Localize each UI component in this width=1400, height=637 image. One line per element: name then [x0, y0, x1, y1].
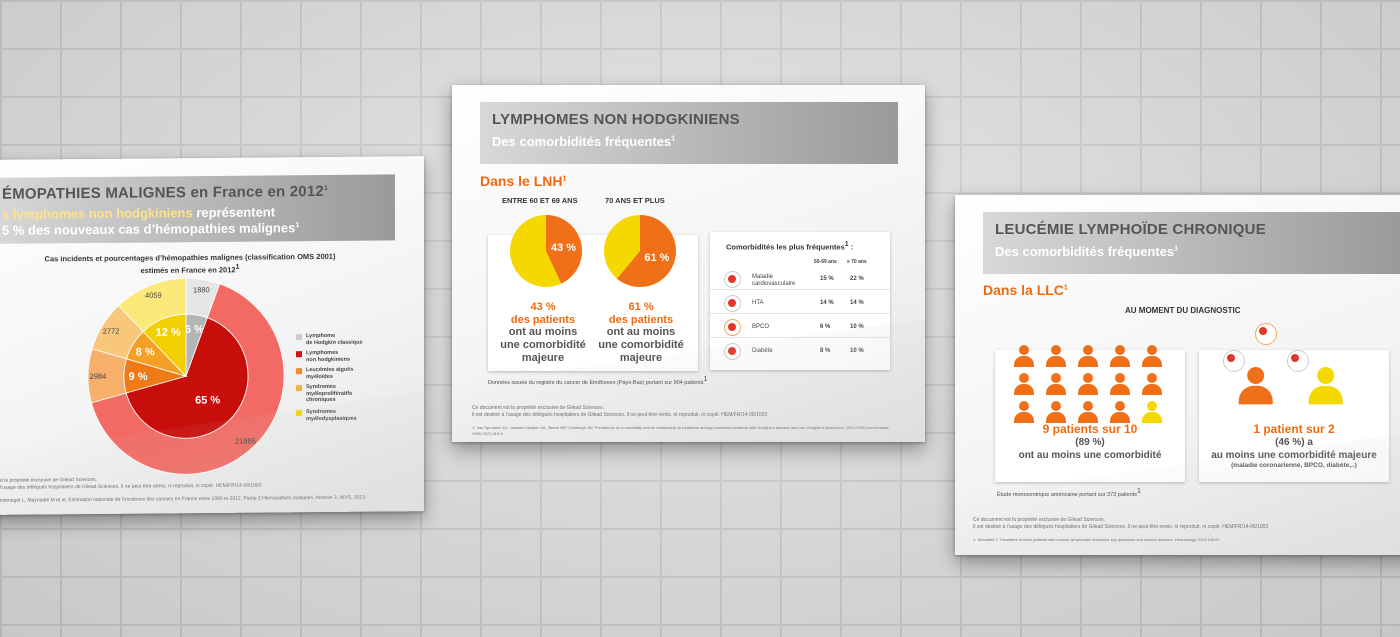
legend-swatch-smp — [296, 385, 302, 392]
person-icon — [1307, 367, 1344, 405]
legend-swatch-lam — [296, 368, 302, 375]
stat-60-69: 43 % des patients ont au moins une comor… — [500, 301, 586, 364]
person-icon — [1237, 367, 1274, 405]
moment-label: AU MOMENT DU DIAGNOSTIC — [1125, 306, 1241, 315]
person-icon — [1141, 373, 1163, 395]
poster1-title-band: ÉMOPATHIES MALIGNES en France en 20121 s… — [0, 174, 395, 244]
pie-pct-label: 43 % — [551, 242, 576, 254]
poster1-title: ÉMOPATHIES MALIGNES en France en 20121 — [2, 182, 329, 203]
donut-slice-smd — [142, 313, 187, 378]
pie-comorbidity-slice — [617, 215, 676, 287]
donut-count-label: 21885 — [235, 436, 256, 445]
donut-pct-label: 12 % — [156, 327, 181, 339]
lungs-icon — [724, 319, 741, 336]
table-row: HTA 14 % 14 % — [710, 292, 890, 314]
table-row: Diabète 8 % 10 % — [710, 340, 890, 362]
poster3-section-title: Dans la LLC1 — [983, 282, 1068, 298]
poster2-section-title: Dans le LNH1 — [480, 173, 567, 189]
donut-pct-label: 9 % — [129, 371, 148, 383]
col-header-60-69: 60-69 ans — [814, 259, 837, 265]
legend-swatch-hodgkin — [296, 334, 302, 341]
donut-pct-label: 65 % — [195, 394, 220, 406]
comorbidities-table: Comorbidités les plus fréquentes1 : 60-6… — [710, 232, 890, 370]
pie-comorbidity-slice — [546, 215, 582, 284]
group1-label: ENTRE 60 ET 69 ANS — [502, 196, 578, 205]
poster2-title: LYMPHOMES NON HODGKINIENS — [492, 111, 740, 128]
table-row: BPCO 6 % 10 % — [710, 316, 890, 338]
poster2-subtitle: Des comorbidités fréquentes1 — [492, 134, 676, 149]
poster1-subtitle: s lymphomes non hodgkiniens représentent… — [2, 204, 300, 238]
table-title: Comorbidités les plus fréquentes1 : — [726, 241, 854, 252]
poster3-title: LEUCÉMIE LYMPHOÏDE CHRONIQUE — [995, 221, 1266, 238]
donut-slice-lnh — [125, 317, 249, 439]
heart-icon — [724, 271, 741, 288]
syringe-icon — [1287, 350, 1309, 372]
legend-item-hodgkin: Lymphome de Hodgkin classique — [296, 333, 363, 347]
donut-count-label: 2984 — [90, 372, 107, 381]
person-icon — [1109, 401, 1131, 423]
person-icon — [1077, 345, 1099, 367]
pie-pct-label: 61 % — [644, 252, 669, 264]
person-icon — [1077, 373, 1099, 395]
legend-item-smp: Syndromes myéloprolifératifs chroniques — [296, 384, 352, 404]
syringe-icon — [724, 343, 741, 360]
person-icon — [1077, 401, 1099, 423]
table-row: Maladie cardiovasculaire 15 % 22 % — [710, 268, 890, 290]
person-icon — [1045, 345, 1067, 367]
person-icon — [1141, 401, 1163, 423]
person-icon — [1013, 373, 1035, 395]
legend-swatch-lnh — [296, 351, 302, 358]
poster2-title-band: LYMPHOMES NON HODGKINIENS Des comorbidit… — [480, 102, 898, 164]
pie-70-plus: 61 % — [604, 215, 676, 287]
stat-nine-of-ten: 9 patients sur 10 (89 %) ont au moins un… — [1018, 422, 1162, 461]
group2-label: 70 ANS ET PLUS — [605, 196, 665, 205]
card-one-of-two — [1199, 350, 1389, 482]
poster1-footer: à la propriété exclusive de Gilead Scien… — [0, 476, 367, 504]
poster-lnh: LYMPHOMES NON HODGKINIENS Des comorbidit… — [452, 85, 925, 442]
donut-count-label: 4059 — [145, 291, 162, 300]
person-icon — [1013, 401, 1035, 423]
poster2-source-note: Données issues du registre du cancer de … — [488, 376, 708, 386]
donut-count-label: 1880 — [193, 285, 210, 294]
poster3-source-note: Étude monocentrique américaine portant s… — [997, 488, 1141, 498]
heart-icon — [1223, 350, 1245, 372]
poster-llc: LEUCÉMIE LYMPHOÏDE CHRONIQUE Des comorbi… — [955, 195, 1400, 555]
poster3-footer: Ce document est la propriété exclusive d… — [973, 517, 1269, 542]
legend-item-lnh: Lymphomes non hodgkiniens — [296, 350, 350, 364]
legend-item-lam: Leucémies aiguës myéloïdes — [296, 367, 353, 381]
poster-hemopathies: ÉMOPATHIES MALIGNES en France en 20121 s… — [0, 156, 424, 515]
lungs-icon — [1255, 323, 1277, 345]
col-header-70-plus: ≥ 70 ans — [847, 259, 867, 265]
donut-chart: 6 % 1880 65 % 21885 9 % 2984 8 % 2772 12 % 4059 — [87, 277, 285, 475]
poster2-footer: Ce document est la propriété exclusive d… — [472, 405, 890, 436]
person-icon — [1141, 345, 1163, 367]
donut-pct-label: 6 % — [185, 324, 204, 336]
person-icon — [1013, 345, 1035, 367]
poster3-title-band: LEUCÉMIE LYMPHOÏDE CHRONIQUE Des comorbi… — [983, 212, 1400, 274]
person-icon — [1109, 373, 1131, 395]
poster3-subtitle: Des comorbidités fréquentes1 — [995, 244, 1179, 259]
donut-count-label: 2772 — [103, 327, 120, 336]
person-icon — [1045, 373, 1067, 395]
person-icon — [1045, 401, 1067, 423]
legend-item-smd: Syndromes myélodysplasiques — [296, 409, 357, 423]
poster1-chart-title: Cas incidents et pourcentages d’hémopath… — [44, 251, 336, 275]
person-icon — [1109, 345, 1131, 367]
pie-60-69: 43 % — [510, 215, 582, 287]
donut-pct-label: 8 % — [136, 346, 155, 358]
heart-pressure-icon — [724, 295, 741, 312]
stat-70-plus: 61 % des patients ont au moins une comor… — [598, 301, 684, 364]
legend-swatch-smd — [296, 410, 302, 417]
stat-one-of-two: 1 patient sur 2 (46 %) a au moins une co… — [1211, 422, 1377, 469]
